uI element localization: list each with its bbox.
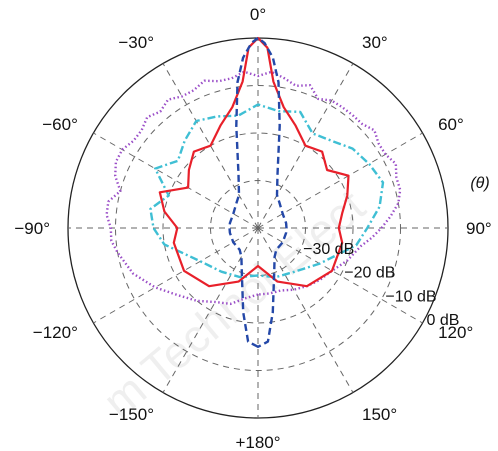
angle-tick-label: −150° <box>109 405 154 424</box>
watermark-text: m Technol Elect <box>93 180 375 428</box>
grid-spoke <box>257 63 354 229</box>
radial-tick-label: −10 dB <box>385 288 436 305</box>
angle-tick-label: 60° <box>438 115 464 134</box>
angle-tick-label: 30° <box>362 33 388 52</box>
angle-tick-label: 120° <box>438 323 473 342</box>
radial-tick-label: −30 dB <box>303 241 354 258</box>
grid-spoke <box>162 227 259 393</box>
angle-tick-label: +180° <box>235 433 280 451</box>
angle-tick-label: −90° <box>14 219 50 238</box>
grid-spoke <box>257 227 423 324</box>
angle-tick-label: −30° <box>118 33 154 52</box>
radial-tick-label: 0 dB <box>427 312 460 329</box>
angle-tick-label: 90° <box>466 219 492 238</box>
grid-spoke <box>93 132 259 229</box>
series-line-4 <box>228 36 288 348</box>
radial-tick-label: −20 dB <box>344 265 395 282</box>
angle-tick-label: −120° <box>33 323 78 342</box>
grid-spoke <box>257 132 423 229</box>
theta-axis-label: (θ) <box>470 175 489 192</box>
angle-tick-label: 0° <box>250 5 266 24</box>
grid-ring <box>162 132 354 324</box>
grid-spoke <box>93 227 259 324</box>
grid-spoke <box>162 63 259 229</box>
grid-spoke <box>257 227 354 393</box>
angle-tick-label: −60° <box>42 115 78 134</box>
axis-labels: 0° 30° 60° 90° 120° 150° +180° −150° −120° −90° −6… <box>14 5 491 451</box>
series-line-3 <box>158 36 350 288</box>
pattern-series <box>105 36 402 348</box>
series-line-1 <box>105 70 402 306</box>
angle-tick-label: 150° <box>362 405 397 424</box>
series-line-2 <box>149 103 385 279</box>
grid-ring <box>115 85 401 371</box>
